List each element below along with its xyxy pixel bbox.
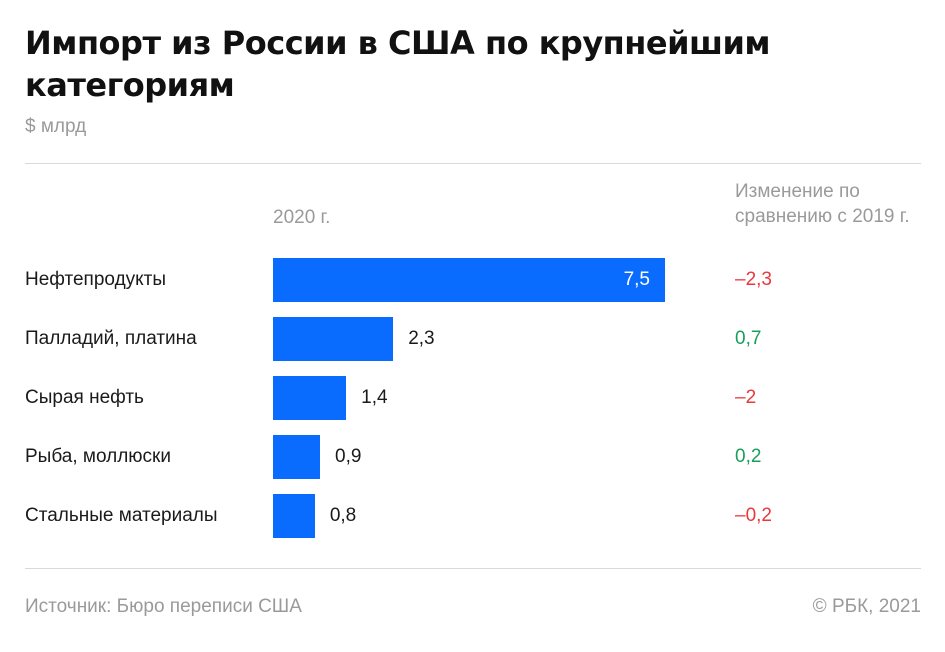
bar-value-label: 0,8 xyxy=(329,505,357,526)
source-note: Источник: Бюро переписи США xyxy=(25,596,302,617)
column-header-year: 2020 г. xyxy=(273,207,331,228)
bar-value-label: 0,9 xyxy=(335,446,362,467)
top-divider xyxy=(25,163,921,164)
change-value: –2,3 xyxy=(735,269,772,290)
bar-value-label: 1,4 xyxy=(361,387,388,408)
bar-value-label: 7,5 xyxy=(623,269,650,290)
category-label: Сырая нефть xyxy=(25,387,144,408)
chart-title: Импорт из России в США по крупнейшим кат… xyxy=(25,24,771,104)
copyright-note: © РБК, 2021 xyxy=(812,596,921,617)
change-value: 0,2 xyxy=(735,446,762,467)
bar-value-label: 2,3 xyxy=(408,328,435,349)
bar xyxy=(273,435,321,479)
category-label: Стальные материалы xyxy=(25,505,218,526)
category-label: Палладий, платина xyxy=(25,328,197,349)
column-header-change: Изменение по сравнению с 2019 г. xyxy=(735,181,910,227)
change-value: –0,2 xyxy=(735,505,772,526)
bar xyxy=(273,494,315,538)
chart-subtitle: $ млрд xyxy=(25,116,87,137)
change-value: –2 xyxy=(735,387,757,408)
bar xyxy=(273,258,665,302)
category-label: Нефтепродукты xyxy=(25,269,167,290)
change-value: 0,7 xyxy=(735,328,762,349)
bar xyxy=(273,376,347,420)
bottom-divider xyxy=(25,568,921,569)
bar xyxy=(273,317,394,361)
category-label: Рыба, моллюски xyxy=(25,446,171,467)
